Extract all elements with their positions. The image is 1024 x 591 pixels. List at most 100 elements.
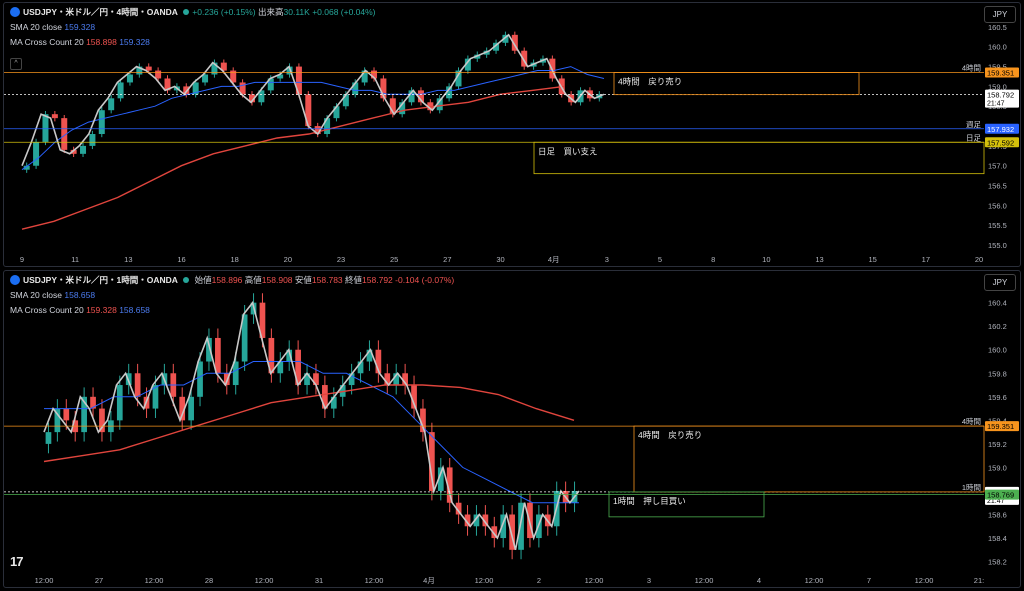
candle-body — [230, 70, 237, 83]
candle-body — [134, 373, 141, 397]
candle-body — [277, 361, 284, 374]
legend-row-sma[interactable]: SMA 20 close 159.328 — [10, 21, 95, 33]
candle-body — [455, 502, 462, 515]
candle-body — [437, 467, 444, 491]
candle-body — [366, 349, 373, 362]
candle-body — [51, 114, 58, 119]
price-level-value: 159.351 — [987, 68, 1014, 77]
tradingview-logo: 17 — [10, 554, 24, 569]
candle-body — [286, 349, 293, 362]
y-tick-label: 155.0 — [988, 241, 1007, 250]
y-tick-label: 160.4 — [988, 299, 1007, 308]
sma-name: SMA 20 close — [10, 290, 62, 300]
collapse-legend-button[interactable]: ^ — [10, 58, 22, 70]
y-tick-label: 155.5 — [988, 221, 1007, 230]
candle-body — [220, 62, 227, 71]
candle-body — [330, 396, 337, 409]
annotation-label: 4時間 戻り売り — [638, 430, 702, 440]
x-tick-label: 12:00 — [585, 576, 604, 585]
price-level-tag — [985, 421, 1019, 432]
y-tick-label: 156.5 — [988, 182, 1007, 191]
x-tick-label: 20 — [975, 255, 983, 264]
candle-body — [509, 514, 515, 550]
legend-row-ma[interactable]: MA Cross Count 20 158.898 159.328 — [10, 36, 150, 48]
ma-name: MA Cross Count 20 — [10, 305, 84, 315]
x-tick-label: 12:00 — [805, 576, 824, 585]
candle-body — [502, 34, 509, 43]
candle-body — [267, 78, 274, 91]
price-level-tag — [985, 89, 1019, 108]
candle-body — [389, 98, 396, 115]
legend-row-main-1h: USDJPY・米ドル／円・1時間・OANDA 始値158.896 高値158.9… — [10, 274, 454, 286]
price-level-time: 21:47 — [987, 101, 1005, 108]
x-tick-label: 4月 — [423, 576, 435, 585]
candle-body — [117, 82, 124, 99]
volume-change: +0.068 (+0.04%) — [312, 7, 376, 17]
candle-body — [108, 98, 115, 111]
candle-body — [304, 373, 310, 386]
candle-body — [357, 361, 364, 374]
candle-body — [63, 408, 70, 421]
candle-body — [42, 114, 49, 142]
price-level-time: 21:47 — [987, 498, 1005, 505]
candle-body — [420, 408, 426, 433]
candle-body — [314, 126, 321, 135]
symbol-title[interactable]: USDJPY・米ドル／円・4時間・OANDA — [23, 7, 178, 17]
y-tick-label: 159.5 — [988, 63, 1007, 72]
candle-body — [417, 90, 424, 103]
x-tick-label: 11 — [71, 255, 79, 264]
candle-body — [464, 514, 471, 527]
chart-panel-4h[interactable]: USDJPY・米ドル／円・4時間・OANDA +0.236 (+0.15%) 出… — [3, 2, 1021, 267]
x-tick-label: 30 — [496, 255, 504, 264]
ma-cross-line — [21, 85, 565, 230]
chart-canvas-1h[interactable]: 158.2158.4158.6158.8159.0159.2159.4159.6… — [4, 271, 1020, 587]
price-level-value: 159.351 — [987, 422, 1014, 431]
annotation-box — [633, 425, 985, 493]
candle-body — [429, 432, 435, 491]
legend-row-sma-1h[interactable]: SMA 20 close 158.658 — [10, 289, 95, 301]
candle-body — [80, 145, 87, 154]
legend-row-ma-1h[interactable]: MA Cross Count 20 159.328 158.658 — [10, 304, 150, 316]
candle-body — [277, 74, 284, 79]
ma-value-1: 159.328 — [86, 305, 117, 315]
candle-body — [61, 118, 68, 150]
currency-button[interactable]: JPY — [984, 274, 1016, 291]
x-tick-label: 17 — [922, 255, 930, 264]
candle-body — [241, 314, 248, 362]
x-tick-label: 27 — [95, 576, 103, 585]
us-flag-icon — [10, 275, 20, 285]
sma-name: SMA 20 close — [10, 22, 62, 32]
candle-body — [352, 82, 359, 95]
candle-body — [455, 70, 462, 87]
candle-body — [518, 502, 524, 550]
x-tick-label: 13 — [124, 255, 132, 264]
zigzag-overlay — [21, 33, 605, 166]
price-level-value: 158.769 — [987, 491, 1014, 500]
ma-cross-line — [43, 384, 575, 463]
candle-body — [211, 62, 218, 75]
candle-body — [126, 74, 133, 83]
chart-panel-1h[interactable]: USDJPY・米ドル／円・1時間・OANDA 始値158.896 高値158.9… — [3, 270, 1021, 588]
price-change: +0.236 (+0.15%) — [192, 7, 256, 17]
y-tick-label: 159.4 — [988, 416, 1007, 425]
y-tick-label: 160.5 — [988, 23, 1007, 32]
x-tick-label: 16 — [177, 255, 185, 264]
market-open-icon — [183, 277, 190, 283]
symbol-title[interactable]: USDJPY・米ドル／円・1時間・OANDA — [23, 275, 178, 285]
candle-body — [493, 42, 500, 51]
price-level-value: 158.792 — [987, 91, 1014, 100]
candle-body — [215, 337, 221, 374]
candle-body — [145, 66, 152, 71]
sma20-line — [21, 66, 605, 171]
candle-body — [152, 385, 159, 409]
chart-canvas-4h[interactable]: 155.0155.5156.0156.5157.0157.5158.0158.5… — [4, 3, 1020, 266]
candle-body — [89, 134, 96, 146]
candle-body — [99, 408, 105, 433]
candle-body — [286, 66, 293, 75]
candle-body — [305, 94, 312, 127]
price-level-tag — [985, 137, 1019, 148]
y-tick-label: 156.0 — [988, 201, 1007, 210]
currency-button[interactable]: JPY — [984, 6, 1016, 23]
candle-body — [427, 102, 434, 111]
candle-body — [464, 58, 471, 71]
